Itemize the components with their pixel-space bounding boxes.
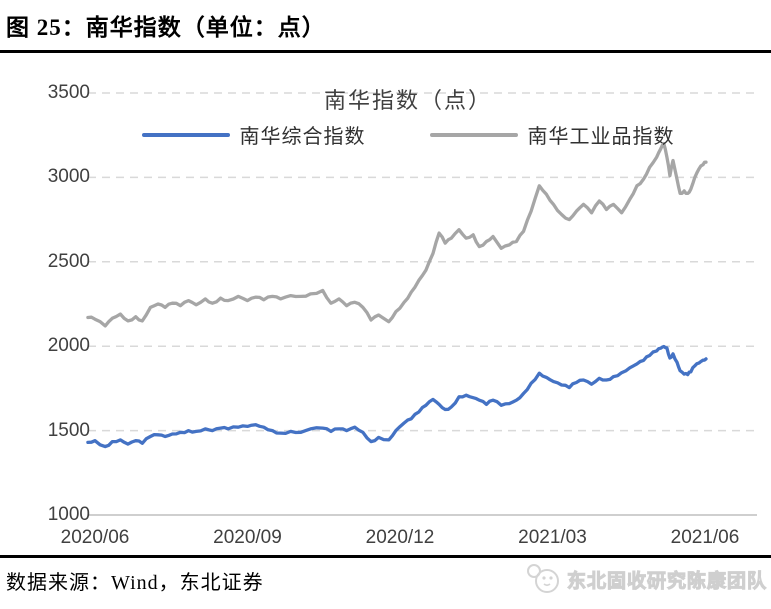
x-tick-label: 2020/12 — [365, 527, 435, 548]
y-tick-label: 3000 — [47, 166, 90, 188]
x-tick-label: 2020/06 — [60, 527, 130, 548]
bottom-divider — [0, 555, 771, 558]
watermark-text: 东北固收研究陈康团队 — [566, 570, 767, 592]
legend-label: 南华综合指数 — [239, 126, 366, 148]
legend-swatch — [141, 132, 230, 137]
data-source: 数据来源：Wind，东北证券 — [6, 572, 264, 594]
legend-label: 南华工业品指数 — [527, 126, 675, 148]
x-tick-label: 2020/09 — [213, 527, 282, 548]
watermark: 东北固收研究陈康团队 — [525, 563, 767, 595]
figure-caption: 图 25：南华指数（单位：点） — [6, 15, 326, 40]
chart-legend: 南华综合指数 南华工业品指数 — [88, 120, 728, 149]
y-tick-label: 3500 — [47, 82, 90, 103]
x-tick-label: 2021/06 — [670, 527, 740, 548]
series-line-composite — [86, 344, 708, 449]
y-tick-label: 2500 — [47, 250, 90, 272]
legend-item-composite: 南华综合指数 — [141, 120, 366, 149]
chart-title: 南华指数（点） — [323, 88, 492, 113]
legend-item-industrial: 南华工业品指数 — [429, 120, 675, 149]
y-tick-label: 1500 — [47, 419, 90, 441]
top-divider — [0, 50, 771, 53]
x-tick-label: 2021/03 — [518, 527, 587, 548]
y-tick-label: 1000 — [47, 504, 90, 525]
legend-swatch — [429, 132, 518, 137]
team-logo-icon — [526, 564, 559, 593]
series-line-industrial — [86, 141, 708, 328]
y-tick-label: 2000 — [47, 335, 90, 357]
